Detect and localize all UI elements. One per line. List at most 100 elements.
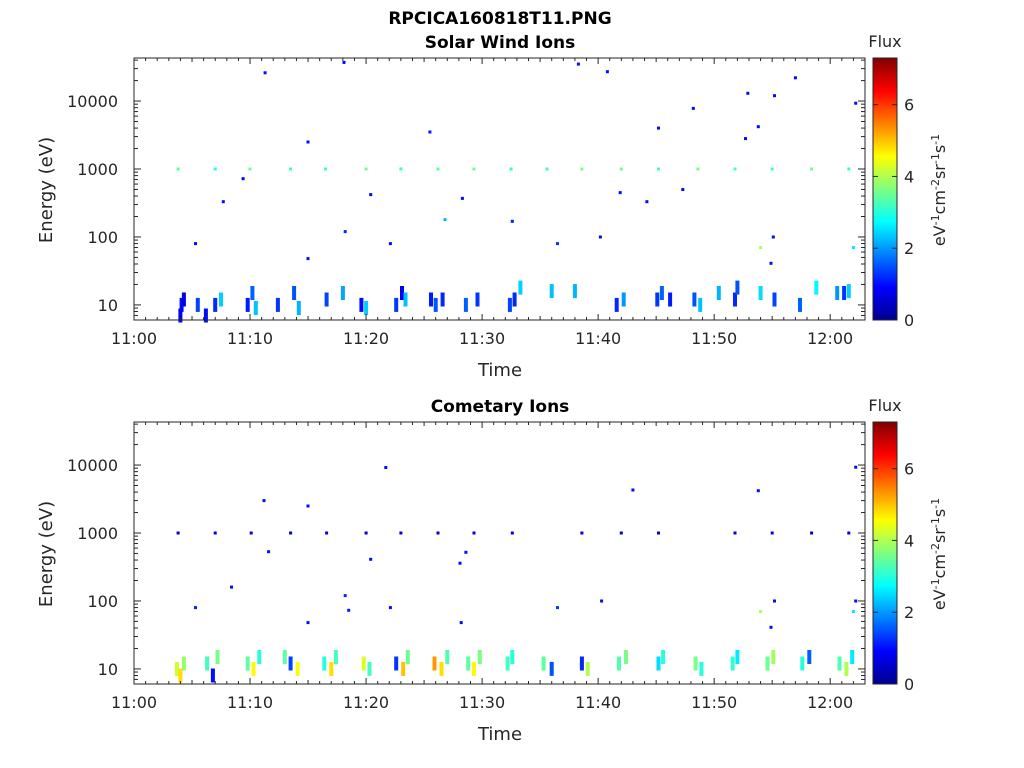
plot-frame-solar-wind <box>133 57 866 321</box>
flux-cell <box>445 650 450 664</box>
flux-cell <box>343 594 347 598</box>
flux-cell <box>388 242 392 246</box>
y-axis-label-solar-wind: Energy (eV) <box>36 137 57 243</box>
flux-cell <box>394 297 399 312</box>
flux-cell <box>798 297 802 312</box>
flux-cell <box>464 550 468 554</box>
flux-cell <box>556 606 559 610</box>
flux-cell <box>585 661 590 676</box>
flux-cell <box>618 191 622 195</box>
flux-cell <box>850 650 855 664</box>
flux-cell <box>428 130 432 134</box>
x-ticks-cometary: 11:00 11:10 11:20 11:30 11:40 11:50 12:00 <box>111 422 854 712</box>
flux-cell <box>617 656 621 671</box>
colorbar-tick-label: 6 <box>904 460 914 479</box>
flux-cell <box>342 60 346 64</box>
flux-cell <box>541 656 546 671</box>
flux-cell <box>195 297 200 312</box>
flux-cell <box>518 280 523 295</box>
flux-cell <box>436 167 440 171</box>
y-tick-label: 10000 <box>67 456 118 475</box>
flux-cell <box>210 668 215 683</box>
colorbar-unit-label: eV-1cm-2sr-1s-1 <box>929 498 949 610</box>
x-tick-label: 11:10 <box>227 329 273 348</box>
flux-cell <box>472 167 476 171</box>
flux-cell <box>367 661 372 676</box>
flux-cell <box>844 661 849 676</box>
flux-cell <box>181 656 186 671</box>
y-tick-label: 1000 <box>77 160 118 179</box>
colorbar-tick-label: 0 <box>904 675 914 694</box>
flux-cell <box>619 167 623 171</box>
flux-cell <box>241 177 245 181</box>
y-tick-label: 10000 <box>67 92 118 111</box>
flux-cell <box>605 70 609 74</box>
flux-cell <box>847 531 851 535</box>
x-tick-label: 11:20 <box>343 329 389 348</box>
flux-cell <box>657 531 660 535</box>
x-axis-label-solar-wind: Time <box>477 360 522 381</box>
colorbar-gradient <box>872 57 898 321</box>
flux-cell <box>194 606 197 610</box>
flux-cell <box>178 308 183 323</box>
colorbar-tick-label: 4 <box>904 531 914 550</box>
flux-cell <box>364 167 368 171</box>
colorbar-tick-label: 6 <box>904 96 914 115</box>
flux-cell <box>221 200 225 204</box>
flux-cell <box>343 230 347 234</box>
flux-cell <box>178 668 183 683</box>
flux-cell <box>691 106 695 110</box>
panel-title-cometary: Cometary Ions <box>431 397 570 417</box>
flux-cell <box>263 71 267 75</box>
plot-frame-cometary <box>133 421 866 685</box>
flux-cell <box>733 531 737 535</box>
flux-cell <box>773 94 776 98</box>
flux-cell <box>292 286 297 300</box>
x-tick-label: 11:00 <box>111 693 157 712</box>
flux-cell <box>505 656 510 671</box>
y-axis-label-cometary: Energy (eV) <box>36 501 57 607</box>
flux-cell <box>756 125 760 129</box>
flux-cell <box>631 488 635 492</box>
panel-solar-wind: Solar Wind Ions 11:00 11:10 11:20 11:30 11:4… <box>36 32 949 381</box>
colorbar-tick-label: 2 <box>904 603 914 622</box>
flux-cell <box>472 661 476 676</box>
flux-cell <box>696 167 700 171</box>
y-tick-label: 10 <box>98 296 118 315</box>
flux-cell <box>306 257 310 261</box>
flux-cell <box>364 301 369 315</box>
flux-cell <box>580 531 584 535</box>
flux-cell <box>854 599 858 603</box>
flux-cell <box>510 531 514 535</box>
flux-cell <box>842 286 847 300</box>
flux-cell <box>556 242 559 246</box>
flux-cell <box>572 284 577 299</box>
flux-cell <box>837 656 842 671</box>
flux-cell <box>851 246 855 249</box>
flux-cell <box>735 650 740 664</box>
flux-cell <box>730 656 735 671</box>
flux-cell <box>369 193 373 197</box>
flux-cell <box>181 292 186 307</box>
x-tick-label: 12:00 <box>807 329 853 348</box>
flux-cell <box>477 650 482 664</box>
flux-cell <box>282 650 287 664</box>
flux-cell <box>463 297 468 312</box>
flux-cell <box>257 650 262 664</box>
flux-cell <box>245 656 250 671</box>
flux-cell <box>854 101 858 105</box>
flux-cell <box>698 297 703 312</box>
colorbar-gradient <box>872 421 898 685</box>
flux-cell <box>340 286 345 300</box>
flux-cell <box>329 661 334 676</box>
flux-cell <box>509 167 513 171</box>
flux-cell <box>854 465 858 469</box>
flux-cell <box>296 301 301 315</box>
flux-cell <box>655 292 660 307</box>
panel-cometary: Cometary Ions 11:00 11:10 11:20 11:30 11:40 1… <box>36 396 949 745</box>
flux-cell <box>545 167 549 171</box>
flux-cell <box>735 280 740 295</box>
flux-cell <box>401 661 406 676</box>
flux-cell <box>275 297 280 312</box>
